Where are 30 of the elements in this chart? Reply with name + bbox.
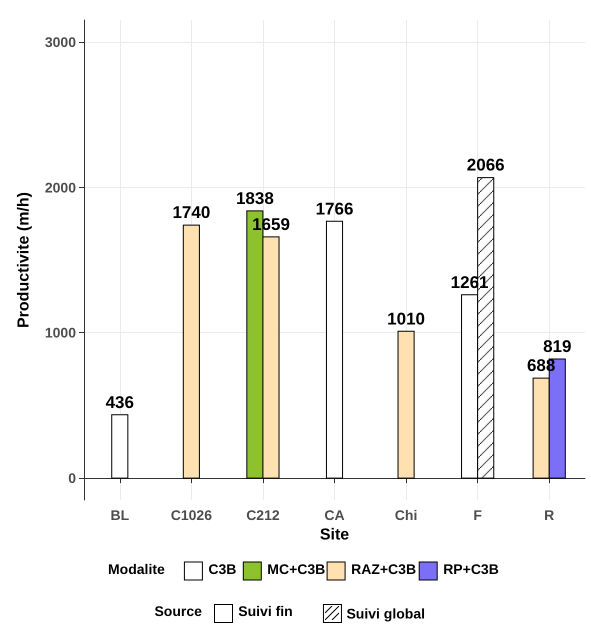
x-axis-title: Site — [320, 526, 350, 544]
legend-label: RP+C3B — [443, 561, 499, 577]
legend-label: RAZ+C3B — [351, 561, 416, 577]
data-label: 1838 — [236, 188, 274, 208]
x-tick-label: CA — [324, 507, 345, 523]
x-tick-label: F — [473, 507, 482, 523]
x-tick-label: Chi — [394, 507, 418, 523]
legend-title: Modalite — [108, 561, 165, 577]
x-tick-label: BL — [110, 507, 130, 523]
legend-label: MC+C3B — [267, 561, 326, 577]
x-tick-label: R — [544, 507, 554, 523]
bar — [111, 414, 128, 479]
legend-label: C3B — [208, 561, 236, 577]
y-tick-label: 0 — [68, 470, 76, 486]
legend-label: Suivi global — [346, 606, 426, 622]
y-tick-label: 2000 — [44, 179, 76, 196]
data-label: 1740 — [172, 203, 210, 222]
data-label: 819 — [543, 337, 572, 356]
data-label: 1010 — [387, 309, 425, 328]
data-label: 1766 — [316, 199, 354, 218]
x-tick-label: C212 — [246, 507, 280, 523]
text: Source — [154, 603, 202, 619]
data-label: 2066 — [466, 156, 505, 175]
x-tick-label: C1026 — [170, 507, 212, 523]
data-label: 436 — [106, 392, 134, 412]
bar — [398, 330, 415, 479]
text: Suivi fin — [238, 603, 293, 619]
y-axis-title: Productivite (m/h) — [16, 192, 32, 328]
y-tick-label: 1000 — [44, 324, 76, 341]
y-tick-label: 3000 — [44, 34, 76, 50]
